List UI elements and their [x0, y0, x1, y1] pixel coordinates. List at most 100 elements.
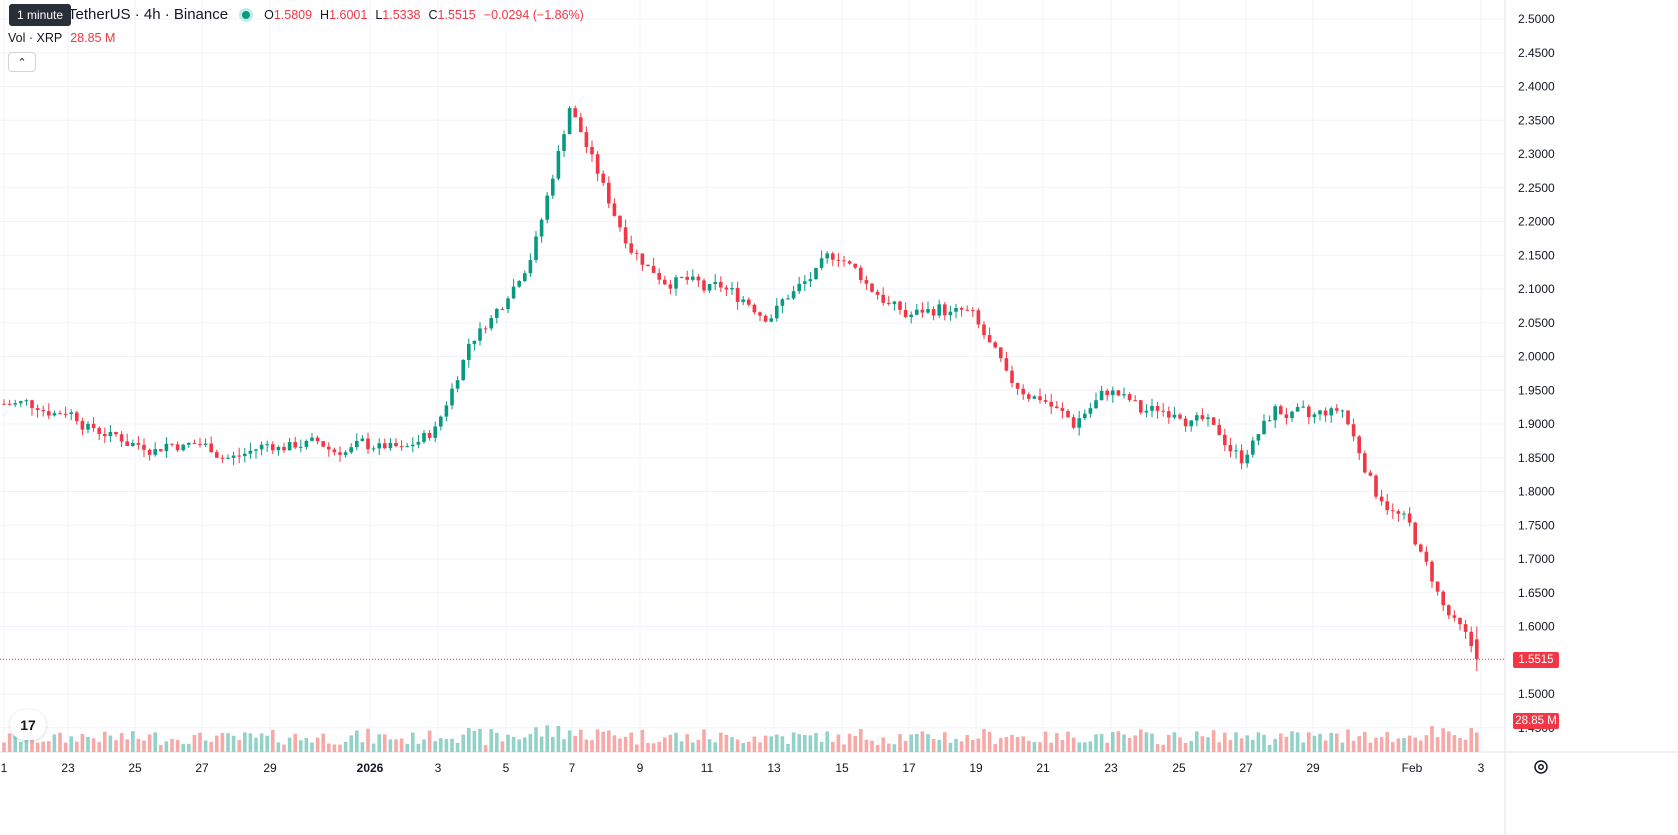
candle-body [1116, 390, 1121, 396]
candle-body [35, 408, 40, 410]
volume-bar [1094, 734, 1098, 752]
candle-body [1301, 406, 1305, 408]
volume-bar [237, 740, 241, 752]
time-tick-label: 25 [128, 761, 142, 775]
candle-body [528, 260, 533, 274]
price-tick-label: 1.8000 [1518, 485, 1555, 499]
volume-bar [752, 736, 757, 752]
candle-body [1088, 408, 1093, 414]
volume-bar [903, 740, 908, 752]
candle-body [1027, 394, 1031, 399]
volume-bar [248, 733, 253, 752]
candle-body [287, 442, 292, 451]
volume-bar [287, 737, 292, 752]
volume-bar [797, 734, 801, 752]
volume-bar [898, 734, 902, 752]
volume-value: 28.85 M [70, 31, 116, 45]
market-status-icon [242, 10, 251, 19]
volume-bar [590, 740, 594, 752]
volume-bar [467, 728, 471, 752]
candle-body [170, 443, 174, 445]
candle-body [517, 281, 521, 287]
volume-bar [1217, 742, 1221, 752]
time-tick-label: 17 [902, 761, 916, 775]
volume-bar [1178, 737, 1182, 752]
candle-body [450, 388, 454, 406]
volume-bar [142, 740, 146, 752]
volume-bar [551, 736, 555, 752]
candle-body [629, 243, 633, 253]
candle-body [271, 444, 275, 451]
gear-icon[interactable] [1532, 758, 1550, 776]
volume-bar [691, 742, 695, 752]
candle-body [1099, 390, 1104, 401]
candle-body [69, 412, 73, 415]
candle-body [254, 449, 258, 451]
candle-body [1351, 424, 1356, 437]
price-tick-label: 2.1000 [1518, 282, 1555, 296]
volume-bar [730, 737, 734, 752]
volume-bar [63, 742, 68, 752]
candle-body [556, 150, 561, 179]
volume-bar [791, 732, 796, 752]
volume-bar [1463, 739, 1468, 752]
candle-body [1211, 417, 1216, 425]
volume-bar [999, 738, 1003, 752]
volume-bar [1435, 737, 1440, 752]
candle-body [702, 280, 706, 291]
candle-body [315, 437, 320, 442]
volume-bar [651, 743, 656, 752]
volume-bar [58, 732, 62, 752]
volume-bar [147, 734, 152, 752]
time-tick-label: 3 [1478, 761, 1485, 775]
symbol-title[interactable]: TetherUS · 4h · Binance [68, 6, 229, 23]
time-tick-label: 27 [195, 761, 209, 775]
candle-body [875, 291, 880, 295]
volume-bar [819, 741, 824, 752]
tradingview-logo-icon[interactable]: 17 [10, 710, 46, 740]
volume-bar [310, 742, 314, 752]
volume-bar [1413, 737, 1417, 752]
candle-body [1055, 406, 1059, 409]
volume-bar [75, 741, 79, 752]
volume-bar [1111, 732, 1115, 752]
candle-body [668, 284, 673, 289]
volume-bar [870, 740, 874, 752]
volume-bar [1407, 735, 1412, 752]
volume-bar [1458, 737, 1462, 752]
volume-bar [383, 734, 387, 752]
candle-body [80, 421, 85, 430]
candle-body [1447, 605, 1451, 616]
candle-body [523, 273, 527, 282]
volume-bar [315, 737, 320, 752]
candle-body [1245, 454, 1249, 464]
candle-body [1463, 624, 1468, 632]
candle-body [142, 444, 146, 450]
candle-body [959, 307, 964, 310]
candle-body [640, 253, 645, 265]
volume-bar [915, 733, 919, 752]
candle-body [1441, 591, 1445, 606]
candle-body [814, 267, 818, 280]
candle-body [567, 108, 572, 135]
volume-bar [1256, 732, 1261, 752]
ohlc-close: C1.5515 [428, 7, 476, 22]
volume-bar [909, 734, 913, 752]
collapse-legend-button[interactable]: ⌃ [8, 52, 36, 72]
volume-bar [1351, 740, 1356, 752]
time-tick-label: 3 [435, 761, 442, 775]
volume-bar [41, 741, 45, 752]
candle-body [276, 446, 281, 451]
volume-bar [545, 725, 549, 752]
candle-body [657, 272, 661, 280]
candle-body [114, 431, 118, 435]
volume-label: Vol · XRP [8, 31, 63, 45]
volume-bar [1228, 740, 1233, 752]
volume-bar [1049, 742, 1053, 752]
time-tick-label: 5 [503, 761, 510, 775]
time-tick-label: 23 [61, 761, 75, 775]
volume-bar [1279, 733, 1283, 752]
candle-body [1290, 411, 1294, 419]
